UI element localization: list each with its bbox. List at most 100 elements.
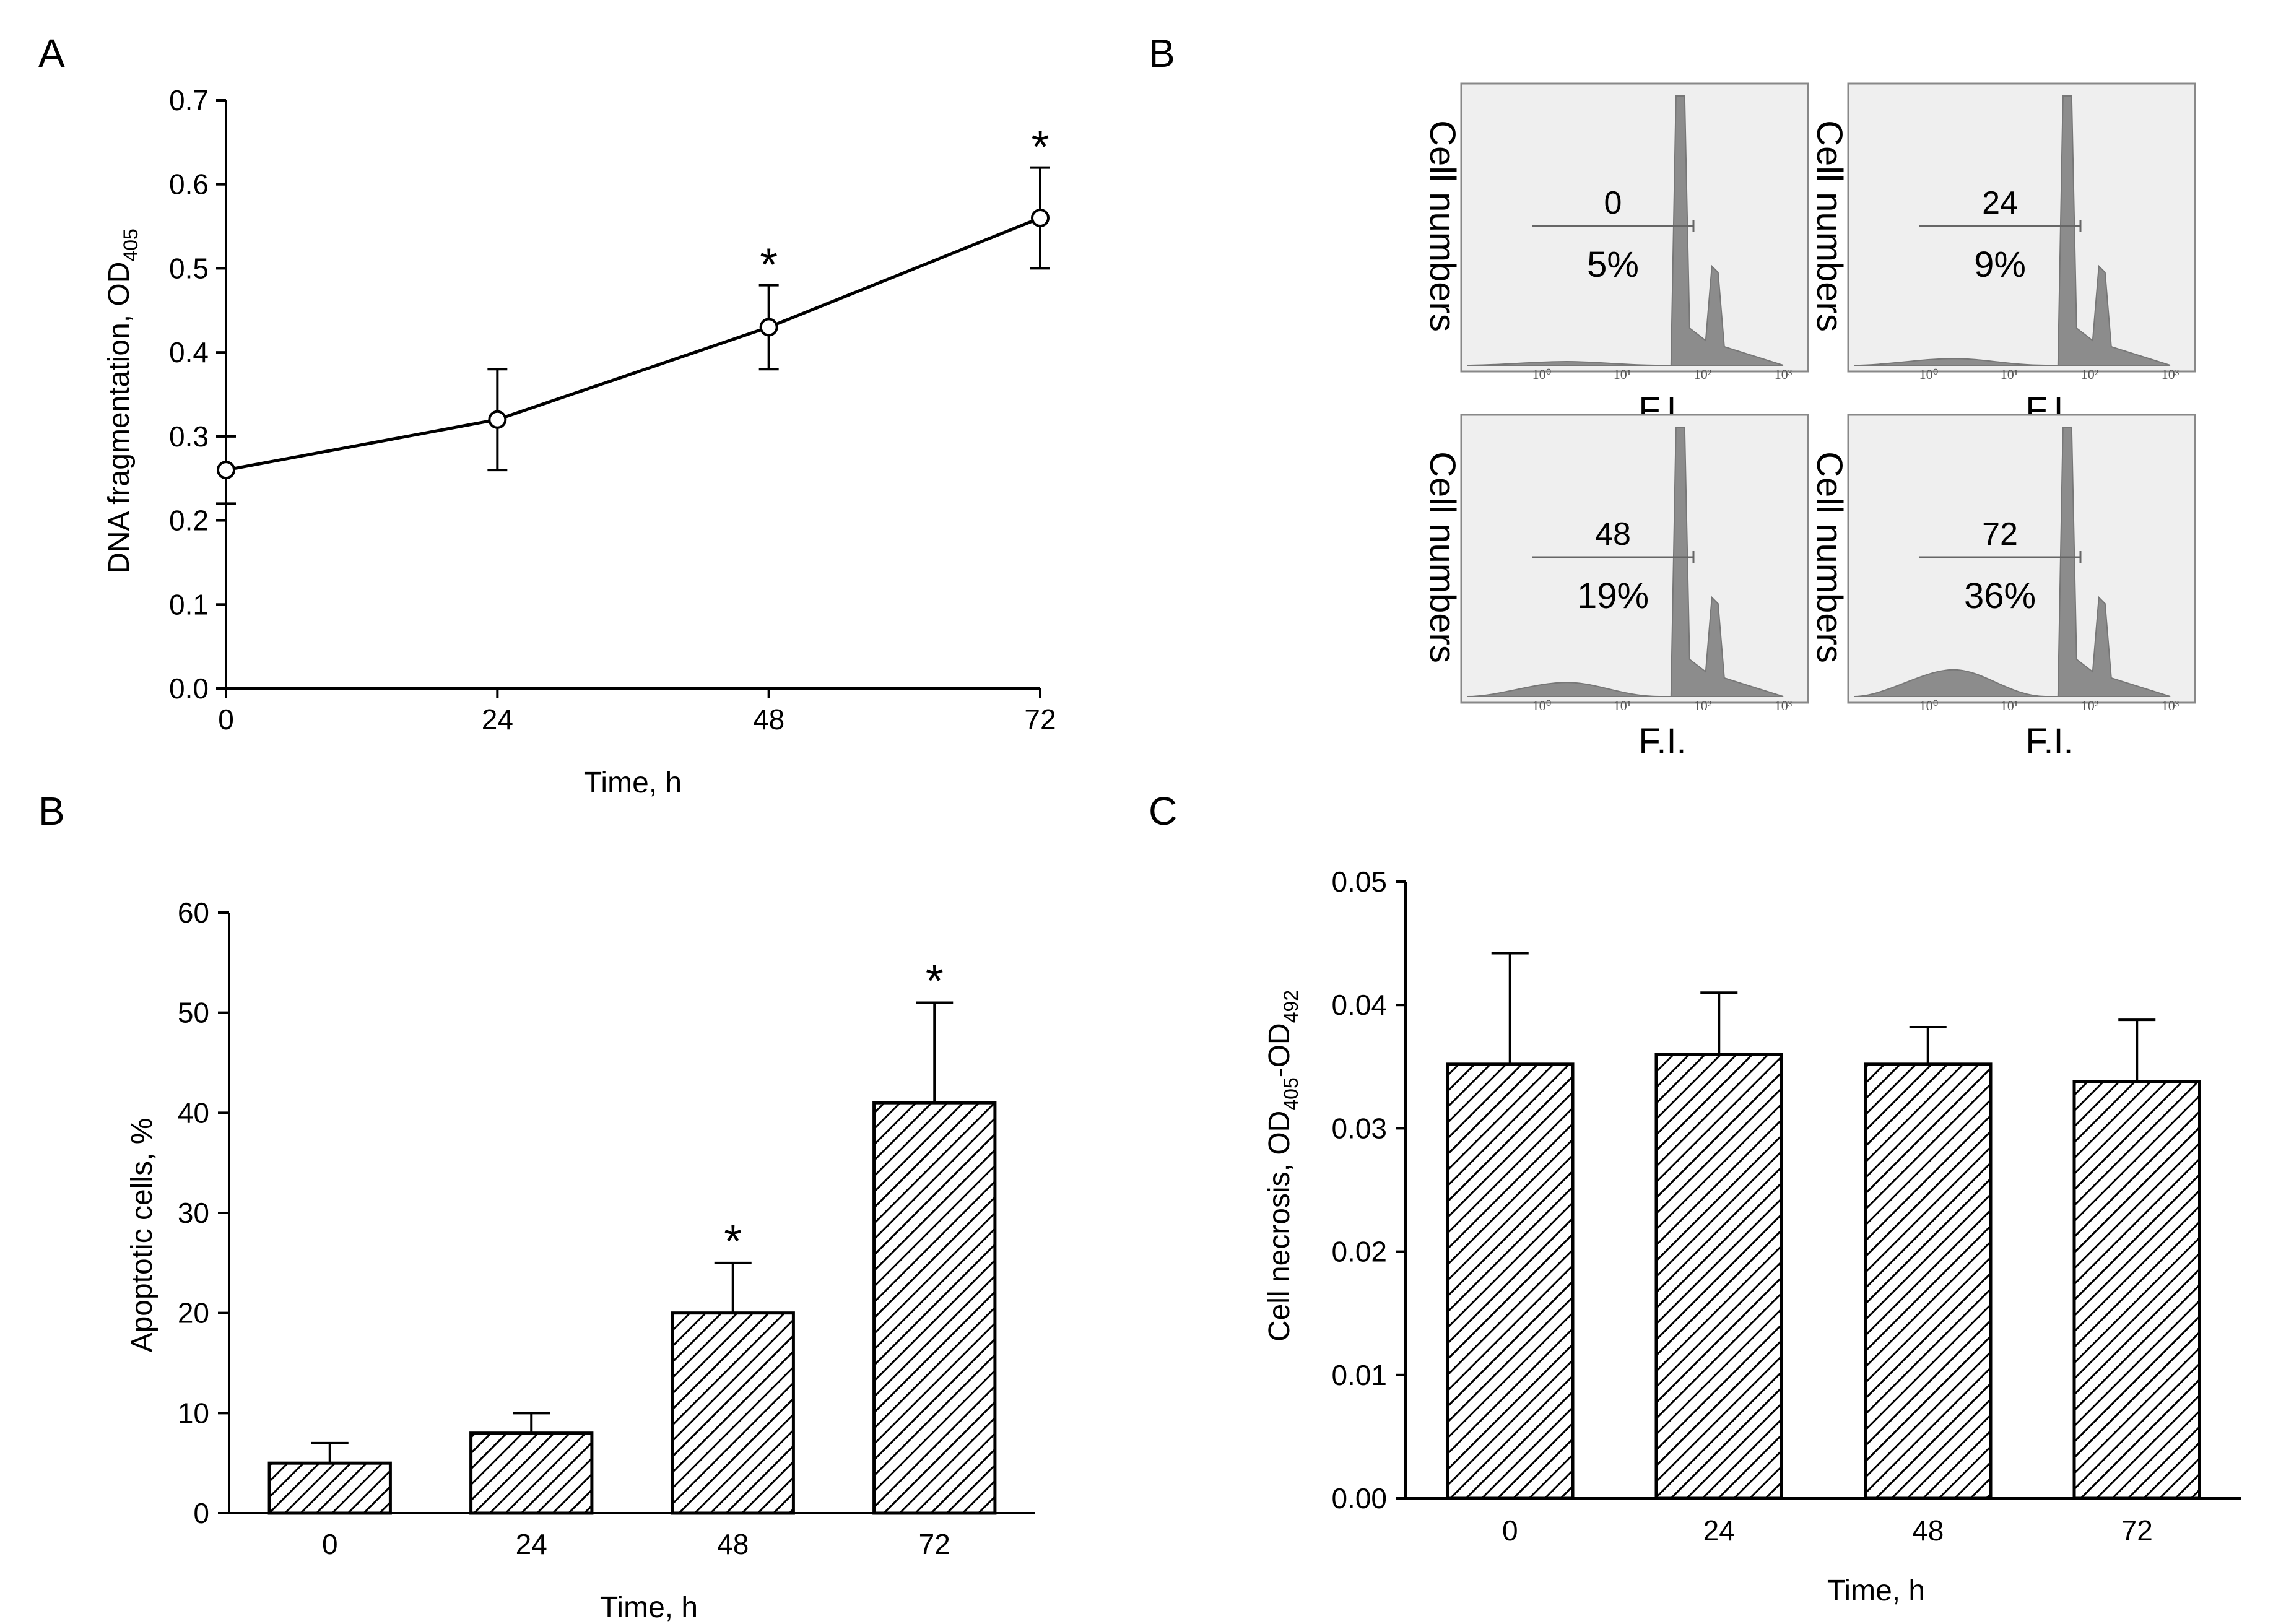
chart-a-data-point	[217, 461, 235, 480]
flow-y-label: Cell numbers	[1422, 451, 1462, 663]
flow-percent-label: 5%	[1587, 245, 1639, 285]
chart-a-y-tick-label: 0.5	[169, 252, 209, 284]
flow-panel-frame	[1847, 82, 2196, 373]
flow-axis-tick-label: 10¹	[1614, 367, 1632, 382]
chart-c-y-tick-label: 0.00	[1331, 1482, 1387, 1514]
chart-b-x-axis: 0 24 48 72	[229, 1512, 1035, 1560]
chart-a-x-tick-label: 72	[1024, 703, 1056, 736]
flow-histogram	[1467, 95, 1784, 366]
flow-panel-frame	[1847, 414, 2196, 704]
panel-letter-c: C	[1149, 789, 1177, 833]
flow-percent-label: 19%	[1577, 576, 1649, 616]
chart-a-x-tick-label: 0	[218, 703, 234, 736]
chart-a-data-point	[1031, 209, 1050, 227]
chart-a-x-label: Time, h	[584, 766, 682, 799]
chart-c-x-tick-label: 48	[1912, 1514, 1944, 1547]
flow-panel-frame	[1460, 414, 1809, 704]
chart-c-bar	[1864, 1062, 1993, 1500]
chart-a-y-tick-label: 0.3	[169, 420, 209, 453]
chart-b-bar	[872, 1101, 997, 1515]
chart-c-x-axis: 0 24 48 72	[1406, 1497, 2241, 1547]
chart-c-y-label: Cell necrosis, OD405-OD492	[1263, 990, 1302, 1342]
flow-axis-tick-label: 10³	[2162, 367, 2180, 382]
chart-a-y-label: DNA fragmentation, OD405	[103, 228, 142, 574]
flow-histogram	[1854, 427, 2171, 697]
chart-c-x-tick-label: 72	[2121, 1514, 2153, 1547]
chart-b-y-tick-label: 60	[178, 897, 209, 929]
chart-b-bar	[469, 1431, 594, 1515]
chart-a-y-tick-label: 0.6	[169, 168, 209, 201]
flow-histogram	[1467, 427, 1784, 697]
chart-b-y-tick-label: 0	[193, 1497, 209, 1529]
flow-axis-tick-label: 10²	[1694, 367, 1712, 382]
flow-axis-tick-label: 10¹	[1614, 698, 1632, 713]
chart-a-data-point	[488, 410, 507, 429]
chart-b-x-tick-label: 24	[516, 1528, 547, 1560]
panel-letter-b-bottom: B	[38, 789, 65, 833]
chart-c-y-tick-label: 0.03	[1331, 1112, 1387, 1144]
chart-c-x-tick-label: 24	[1703, 1514, 1735, 1547]
flow-y-label: Cell numbers	[1809, 120, 1849, 332]
chart-b-bar	[671, 1311, 795, 1515]
chart-c-y-axis: 0.00 0.01 0.02 0.03 0.04 0.05	[1331, 866, 1407, 1514]
chart-a-significance-mark: *	[1032, 121, 1050, 173]
flow-axis-tick-label: 10⁰	[1919, 367, 1939, 382]
flow-axis-tick-label: 10¹	[2001, 698, 2019, 713]
chart-b-y-tick-label: 40	[178, 1096, 209, 1129]
flow-axis-tick-label: 10²	[2081, 367, 2099, 382]
chart-b-x-label: Time, h	[600, 1591, 698, 1624]
chart-a-y-axis: 0.0 0.1 0.2 0.3 0.4 0.5 0.6 0.7	[169, 84, 227, 705]
chart-a-series-line	[225, 216, 1041, 472]
flow-axis-tick-label: 10⁰	[1532, 698, 1552, 713]
chart-a-y-tick-label: 0.7	[169, 84, 209, 116]
flow-axis-tick-label: 10¹	[2001, 367, 2019, 382]
flow-time-label: 48	[1595, 516, 1631, 552]
flow-percent-label: 9%	[1974, 245, 2026, 285]
chart-a-series: **	[216, 121, 1050, 505]
chart-b-x-tick-label: 48	[717, 1528, 749, 1560]
chart-c-y-tick-label: 0.02	[1331, 1236, 1387, 1268]
chart-a-significance-mark: *	[760, 239, 778, 290]
flow-cytometry-panels: 0 5% 10⁰ 10¹ 10² 10³ F.I. Cell numbers 24 9% 10⁰ 10…	[1422, 82, 2196, 762]
chart-a-x-tick-label: 24	[482, 703, 513, 736]
flow-axis-tick-label: 10⁰	[1532, 367, 1552, 382]
flow-axis-tick-label: 10⁰	[1919, 698, 1939, 713]
chart-b-y-axis: 0 10 20 30 40 50 60	[178, 897, 230, 1529]
flow-axis-tick-label: 10³	[1775, 698, 1793, 713]
chart-b-y-label: Apoptotic cells, %	[126, 1118, 159, 1353]
flow-histogram	[1854, 95, 2171, 366]
chart-b-y-tick-label: 20	[178, 1297, 209, 1329]
chart-c-y-tick-label: 0.04	[1331, 989, 1387, 1021]
chart-b-y-tick-label: 30	[178, 1197, 209, 1229]
flow-panel-frame	[1460, 82, 1809, 373]
flow-y-label: Cell numbers	[1422, 120, 1462, 332]
flow-axis-tick-label: 10²	[2081, 698, 2099, 713]
chart-c-x-label: Time, h	[1827, 1574, 1925, 1607]
flow-x-label: F.I.	[2025, 721, 2073, 762]
chart-c-bar	[1654, 1053, 1783, 1500]
chart-b-bar	[267, 1461, 392, 1515]
chart-a-y-tick-label: 0.1	[169, 588, 209, 620]
chart-a-x-axis: 0 24 48 72	[218, 687, 1056, 736]
chart-c-bar	[1446, 1062, 1575, 1500]
chart-a-dna-fragmentation: 0.00.10.20.30.40.50.60.7 0 24 48 72 ** Time…	[103, 84, 1056, 799]
flow-axis-tick-label: 10³	[1775, 367, 1793, 382]
chart-a-y-tick-label: 0.4	[169, 336, 209, 368]
chart-b-series: **	[267, 955, 997, 1515]
panel-letter-a: A	[38, 31, 65, 76]
flow-time-label: 24	[1982, 185, 2018, 221]
chart-c-bar	[2072, 1080, 2201, 1500]
flow-time-label: 72	[1982, 516, 2018, 552]
chart-b-y-tick-label: 10	[178, 1397, 209, 1429]
flow-axis-tick-label: 10²	[1694, 698, 1712, 713]
chart-c-cell-necrosis: 0.00 0.01 0.02 0.03 0.04 0.05 0 24 48 72 Time, h…	[1263, 866, 2241, 1607]
chart-c-y-tick-label: 0.01	[1331, 1359, 1387, 1391]
flow-time-label: 0	[1604, 185, 1622, 221]
flow-panel: 48 19% 10⁰ 10¹ 10² 10³ F.I. Cell numbers	[1422, 414, 1809, 762]
panel-letter-b-top: B	[1149, 31, 1175, 76]
chart-c-x-tick-label: 0	[1502, 1514, 1518, 1547]
